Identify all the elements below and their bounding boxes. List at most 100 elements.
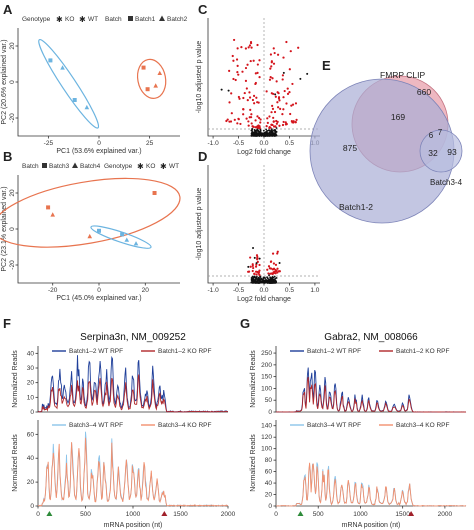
data-point-significant: [236, 71, 239, 74]
data-point-significant: [256, 43, 259, 47]
data-point-significant: [276, 53, 280, 56]
data-point-significant: [271, 104, 274, 107]
legend-a-wt-star: ✱: [79, 15, 86, 24]
data-point-significant: [277, 92, 280, 95]
venn-count-batch3-4-only: 93: [447, 147, 457, 157]
x-tick-label: -1.0: [207, 287, 219, 294]
data-point-significant: [247, 124, 250, 127]
legend-b-ko-star: ✱: [137, 162, 144, 171]
data-point-significant: [278, 99, 281, 102]
x-axis-label: PC1 (45.0% explained var.): [56, 295, 141, 302]
data-point-significant: [248, 96, 252, 99]
data-point-outlier: [252, 247, 255, 250]
y-axis-label: PC2 (23.1% explained var.): [1, 186, 8, 271]
data-point-significant: [294, 120, 297, 124]
cds-end-marker: [408, 511, 415, 516]
data-point-nonsignificant: [255, 276, 257, 279]
data-point-significant: [232, 38, 236, 42]
data-point-nonsignificant: [254, 279, 257, 282]
panel-label-f: F: [3, 316, 11, 331]
ko-rpf-line: [276, 376, 467, 413]
data-point-significant: [250, 113, 253, 116]
legend-ko-label: Batch3–4 KO RPF: [396, 422, 449, 429]
ko-confidence-ellipse: [0, 177, 181, 248]
data-point-significant: [248, 116, 251, 119]
y-axis-label: Normalized Reads: [250, 434, 257, 492]
data-point-significant: [255, 273, 258, 276]
data-point-nonsignificant: [256, 279, 259, 282]
data-point-significant: [257, 272, 260, 275]
data-point-significant: [285, 40, 288, 44]
wt-rpf-line: [275, 462, 467, 507]
data-point-nonsignificant: [268, 129, 271, 132]
panel-label-d: D: [198, 149, 207, 164]
data-point-nonsignificant: [273, 275, 276, 278]
data-point-significant: [282, 96, 285, 99]
data-point-significant: [245, 117, 248, 120]
data-point-significant: [282, 56, 285, 59]
legend-b-batch3: Batch3: [49, 163, 70, 170]
data-point-significant: [253, 102, 256, 105]
data-point-significant: [249, 40, 253, 44]
x-tick-label: 1500: [173, 511, 188, 518]
axis-lines: [275, 420, 466, 507]
data-point-significant: [291, 82, 294, 86]
top-track: 0 50 100 150 200 250 Normalized Reads Batch1–2 …: [250, 346, 467, 416]
data-point-significant: [256, 63, 259, 66]
data-point-significant: [274, 263, 278, 266]
panel-label-e: E: [322, 58, 331, 73]
data-point-significant: [269, 126, 272, 129]
legend-a: Genotype ✱ KO ✱ WT Batch Batch1 Batch2: [22, 15, 188, 24]
data-point-nonsignificant: [251, 127, 254, 130]
x-tick-label: 20: [142, 287, 150, 294]
data-point-significant: [254, 81, 257, 85]
axis-lines: [17, 175, 180, 284]
data-point-significant: [254, 119, 257, 122]
y-axis-label: -log10 adjusted p value: [196, 188, 203, 260]
data-point-significant: [247, 270, 251, 273]
data-point-significant: [270, 60, 273, 63]
legend-a-square-marker: [128, 16, 133, 21]
wt-confidence-ellipse: [90, 225, 152, 249]
venn-circle-batch3-4: [419, 129, 463, 173]
data-point-significant: [297, 46, 300, 49]
data-point-outlier: [274, 93, 277, 96]
data-point-significant: [244, 79, 248, 82]
legend-a-wt: WT: [88, 16, 98, 23]
x-tick-label: -25: [44, 140, 54, 147]
data-point-significant: [249, 108, 252, 111]
venn-count-fmrp-batch1-2: 169: [391, 112, 405, 122]
data-point-nonsignificant: [261, 134, 264, 136]
data-point-outlier: [255, 262, 258, 265]
data-point-significant: [291, 103, 295, 106]
data-point-significant: [275, 80, 278, 83]
data-point-significant: [242, 108, 245, 111]
data-point-significant: [279, 107, 282, 110]
data-point-significant: [251, 98, 255, 102]
y-tick-label: 20: [265, 492, 273, 499]
data-point-significant: [258, 126, 261, 129]
data-point-significant: [246, 63, 249, 66]
legend-wt-label: Batch1–2 WT RPF: [69, 348, 123, 355]
data-point-significant: [236, 64, 239, 68]
data-point-square: [48, 58, 53, 63]
data-point-significant: [232, 77, 235, 81]
data-point-nonsignificant: [251, 275, 254, 278]
data-point-nonsignificant: [266, 133, 269, 136]
data-point-significant: [252, 59, 255, 62]
data-point-significant: [258, 263, 261, 267]
data-point-square: [145, 87, 150, 92]
plot-title: Serpina3n, NM_009252: [80, 332, 186, 343]
y-tick-label: 20: [27, 380, 35, 387]
x-axis-label: mRNA position (nt): [104, 522, 163, 529]
data-point-significant: [272, 267, 275, 271]
data-point-significant: [270, 92, 273, 95]
data-point-nonsignificant: [265, 279, 268, 282]
data-point-nonsignificant: [255, 131, 258, 134]
data-point-nonsignificant: [256, 133, 258, 136]
data-point-nonsignificant: [266, 276, 268, 279]
x-tick-label: -20: [48, 287, 58, 294]
data-point-significant: [295, 118, 298, 121]
y-tick-label: 0: [268, 503, 272, 510]
